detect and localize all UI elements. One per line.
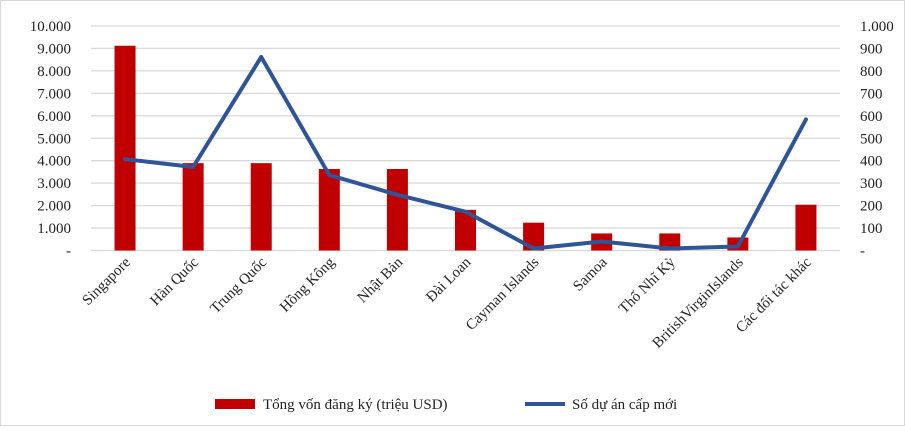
bar-2	[251, 163, 272, 250]
right-axis-tick: 700	[860, 86, 883, 102]
left-axis-tick: -	[66, 244, 71, 260]
right-axis-tick: -	[860, 244, 865, 260]
right-axis-tick: 600	[860, 109, 883, 125]
bar-10	[795, 205, 816, 251]
right-axis-tick: 300	[860, 176, 883, 192]
x-axis-label: Samoa	[570, 254, 610, 294]
bar-3	[319, 169, 340, 250]
x-axis-label: Hàn Quốc	[147, 254, 202, 309]
left-axis-tick: 7.000	[37, 86, 71, 102]
left-axis-tick: 4.000	[37, 154, 71, 170]
bar-1	[183, 163, 204, 250]
right-axis-tick: 800	[860, 64, 883, 80]
right-axis-tick: 200	[860, 199, 883, 215]
x-axis-label: Nhật Bản	[355, 254, 407, 306]
left-axis-tick: 3.000	[37, 176, 71, 192]
x-axis-label: Singapore	[80, 254, 135, 309]
left-axis-tick: 5.000	[37, 131, 71, 147]
legend-label-line: Số dự án cấp mới	[572, 397, 677, 413]
legend-swatch-bar	[215, 399, 255, 409]
right-axis-tick: 900	[860, 41, 883, 57]
left-axis-tick: 6.000	[37, 109, 71, 125]
bar-4	[387, 169, 408, 250]
left-axis-tick: 9.000	[37, 41, 71, 57]
x-axis-label: Đài Loan	[423, 254, 474, 305]
legend-label-bar: Tổng vốn đăng ký (triệu USD)	[263, 397, 448, 413]
bar-0	[115, 46, 136, 251]
left-axis-tick: 2.000	[37, 199, 71, 215]
right-axis-tick: 1.000	[860, 19, 894, 35]
x-axis-label: Hồng Kông	[277, 254, 338, 315]
right-axis-tick: 400	[860, 154, 883, 170]
right-axis-tick: 500	[860, 131, 883, 147]
left-axis-tick: 10.000	[30, 19, 71, 35]
x-axis-label: Cayman Islands	[463, 254, 542, 333]
left-axis-tick: 1.000	[37, 221, 71, 237]
right-axis-tick: 100	[860, 221, 883, 237]
left-axis-tick: 8.000	[37, 64, 71, 80]
x-axis-label: Trung Quốc	[208, 254, 271, 317]
x-axis-label: Thổ Nhĩ Kỳ	[616, 254, 679, 317]
